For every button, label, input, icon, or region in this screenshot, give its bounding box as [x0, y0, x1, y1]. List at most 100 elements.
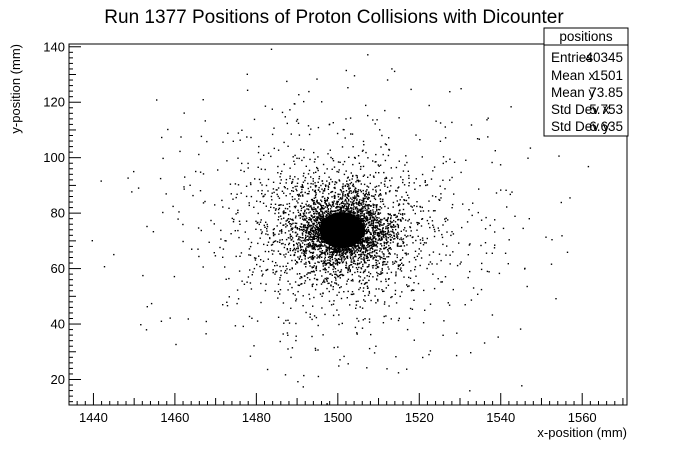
data-point [339, 193, 341, 196]
data-point [303, 263, 306, 265]
data-point [271, 192, 273, 194]
data-point [348, 213, 350, 215]
data-point [280, 229, 283, 231]
data-point [314, 208, 316, 210]
data-point [402, 179, 404, 181]
data-point [298, 237, 300, 240]
data-point [349, 269, 351, 271]
stats-value-entries: 40345 [585, 50, 623, 65]
data-point [331, 245, 334, 248]
data-point [362, 271, 365, 274]
data-point [550, 263, 553, 265]
data-point [471, 214, 473, 217]
data-point [418, 248, 420, 250]
data-point [358, 238, 360, 240]
data-point [343, 257, 345, 259]
data-point [403, 245, 406, 247]
data-point [380, 271, 382, 273]
data-point [360, 183, 362, 185]
data-point [295, 339, 297, 342]
data-point [315, 192, 317, 194]
data-point [338, 208, 341, 211]
data-point [491, 161, 493, 164]
data-point [370, 211, 372, 213]
data-point [395, 195, 397, 197]
data-point [273, 207, 275, 209]
data-point [270, 206, 272, 208]
data-point [340, 198, 342, 200]
data-point [359, 201, 361, 204]
data-point [348, 204, 350, 206]
data-point [321, 200, 323, 203]
data-point [340, 258, 343, 261]
data-point [333, 300, 335, 302]
data-point [426, 267, 428, 270]
data-point [364, 250, 367, 253]
data-point [287, 262, 289, 264]
data-point [349, 197, 352, 199]
data-point [301, 202, 303, 204]
data-point [362, 279, 364, 281]
data-point [330, 237, 332, 239]
data-point [378, 172, 380, 174]
data-point [356, 234, 359, 237]
data-point [329, 256, 332, 258]
data-point [274, 233, 276, 236]
data-point [332, 229, 334, 232]
data-point [301, 237, 303, 239]
data-point [289, 237, 291, 239]
data-point [382, 235, 385, 237]
data-point [394, 253, 396, 255]
data-point [167, 128, 169, 131]
data-point [336, 228, 339, 230]
data-point [316, 216, 318, 218]
data-point [319, 247, 321, 249]
data-point [350, 172, 352, 174]
data-point [355, 222, 357, 224]
data-point [341, 216, 344, 218]
data-point [363, 183, 366, 186]
data-point [362, 319, 364, 321]
data-point [368, 224, 371, 226]
data-point [249, 282, 252, 284]
data-point [452, 251, 454, 253]
data-point [318, 230, 320, 232]
data-point [470, 352, 472, 354]
data-point [331, 227, 333, 230]
data-point [395, 302, 398, 304]
data-point [382, 153, 384, 156]
data-point [336, 260, 338, 262]
data-point [360, 244, 362, 246]
data-point [319, 216, 322, 218]
data-point [300, 148, 302, 150]
data-point [362, 230, 364, 232]
data-point [369, 218, 372, 220]
data-point [345, 243, 347, 245]
data-point [302, 175, 305, 177]
data-point [375, 229, 377, 232]
data-point [332, 286, 334, 288]
data-point [347, 216, 349, 218]
data-point [502, 227, 505, 230]
data-point [334, 276, 336, 278]
data-point [386, 263, 388, 265]
data-point [364, 237, 367, 239]
data-point [350, 235, 352, 237]
data-point [321, 211, 324, 213]
data-point [395, 233, 398, 235]
data-point [379, 189, 381, 191]
data-point [234, 230, 236, 232]
data-point [324, 277, 326, 280]
data-point [406, 244, 408, 246]
data-point [362, 197, 364, 199]
data-point [199, 190, 202, 192]
data-point [391, 231, 394, 233]
data-point [362, 244, 365, 246]
data-point [470, 299, 473, 301]
data-point [365, 249, 367, 251]
data-point [429, 303, 432, 305]
data-point [500, 189, 502, 191]
data-point [392, 241, 394, 243]
data-point [308, 242, 311, 244]
data-point [371, 265, 374, 267]
